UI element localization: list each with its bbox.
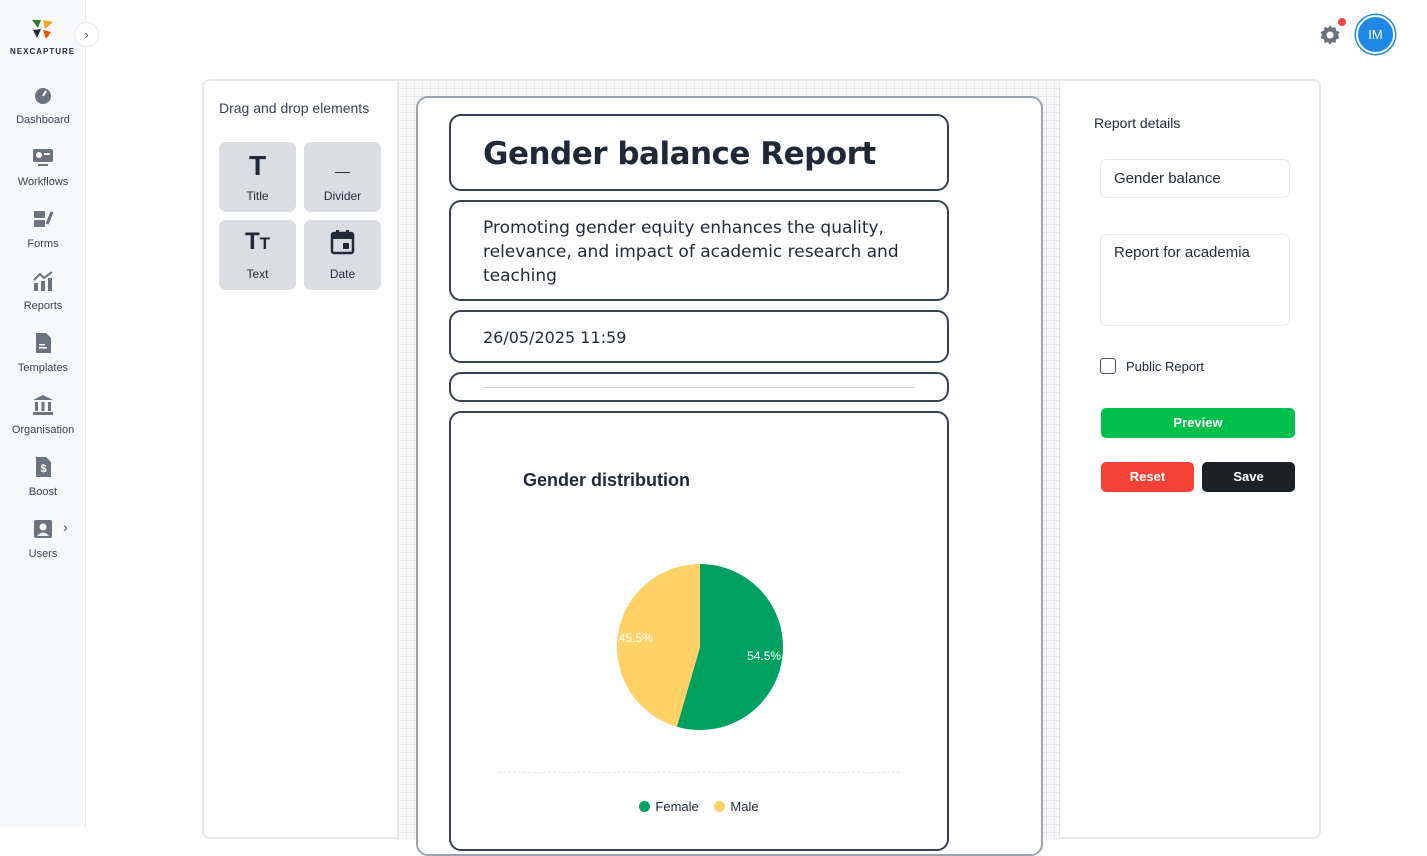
- legend-swatch-female: [639, 801, 651, 812]
- pie-slice-male[interactable]: [617, 564, 700, 727]
- report-date: 26/05/2025 11:59: [483, 328, 627, 347]
- report-description-field[interactable]: Report for academia: [1100, 234, 1290, 326]
- sidebar-item-label: Forms: [27, 238, 59, 250]
- sidebar-item-reports[interactable]: Reports: [0, 270, 86, 312]
- templates-icon: [36, 333, 51, 353]
- date-element-tile[interactable]: Date: [304, 220, 381, 290]
- boost-icon: $: [36, 457, 51, 477]
- chevron-right-icon[interactable]: ›: [63, 519, 68, 535]
- sidebar-item-dashboard[interactable]: Dashboard: [0, 84, 86, 126]
- sidebar-item-label: Reports: [23, 300, 63, 312]
- text-icon: TT: [244, 228, 271, 255]
- public-report-label[interactable]: Public Report: [1126, 359, 1205, 374]
- chart-title: Gender distribution: [523, 470, 691, 490]
- pie-label-female: 54.5%: [747, 649, 781, 663]
- sidebar-item-forms[interactable]: Forms: [0, 208, 86, 250]
- tile-label: Title: [246, 189, 269, 203]
- users-icon: [34, 520, 52, 538]
- reports-icon: [33, 271, 53, 291]
- notification-dot: [1338, 18, 1346, 26]
- sidebar-item-label: Boost: [28, 486, 58, 498]
- legend-label: Male: [730, 799, 759, 814]
- text-element-tile[interactable]: TT Text: [219, 220, 296, 290]
- sidebar-item-label: Organisation: [11, 424, 75, 436]
- legend-label: Female: [655, 799, 699, 814]
- sidebar-item-workflows[interactable]: Workflows: [0, 146, 86, 188]
- sidebar-item-label: Workflows: [17, 176, 69, 188]
- chart-separator: [498, 772, 900, 773]
- legend-item-female[interactable]: Female: [639, 799, 699, 814]
- report-name-field[interactable]: Gender balance: [1100, 159, 1290, 198]
- date-block[interactable]: 26/05/2025 11:59: [449, 310, 949, 363]
- title-block[interactable]: Gender balance Report: [449, 114, 949, 191]
- sidebar-item-label: Templates: [17, 362, 69, 374]
- workflows-icon: [33, 149, 53, 166]
- public-report-checkbox[interactable]: [1100, 358, 1116, 374]
- pie-slice-female[interactable]: [676, 564, 783, 730]
- date-icon: [330, 230, 355, 255]
- pie-label-male: 45.5%: [619, 631, 653, 645]
- report-details-panel: Report details Gender balance Report for…: [1060, 80, 1320, 840]
- chart-legend: Female Male: [451, 799, 947, 814]
- title-icon: T: [248, 150, 267, 181]
- sidebar-item-label: Users: [28, 548, 58, 560]
- save-button[interactable]: Save: [1202, 462, 1295, 492]
- text-block[interactable]: Promoting gender equity enhances the qua…: [449, 200, 949, 301]
- sidebar-item-templates[interactable]: Templates: [0, 332, 86, 374]
- avatar[interactable]: IM: [1356, 15, 1395, 54]
- legend-swatch-male: [714, 801, 726, 812]
- sidebar: NEXCAPTURE › Dashboard Workflows Forms R…: [0, 0, 99, 827]
- gear-icon[interactable]: [1318, 23, 1342, 47]
- sidebar-item-boost[interactable]: $ Boost: [0, 456, 86, 498]
- dashboard-icon: [35, 88, 51, 104]
- reset-button[interactable]: Reset: [1101, 462, 1194, 492]
- divider-line: [483, 387, 915, 388]
- forms-icon: [34, 211, 54, 227]
- legend-item-male[interactable]: Male: [714, 799, 759, 814]
- brand-name: NEXCAPTURE: [10, 47, 76, 56]
- sidebar-item-organisation[interactable]: Organisation: [0, 394, 86, 436]
- sidebar-item-users[interactable]: › Users: [0, 518, 86, 560]
- details-title: Report details: [1094, 115, 1181, 131]
- title-element-tile[interactable]: T Title: [219, 142, 296, 212]
- logo-icon: [32, 20, 53, 39]
- preview-button[interactable]: Preview: [1101, 408, 1295, 438]
- organisation-icon: [33, 395, 53, 415]
- divider-element-tile[interactable]: _ Divider: [304, 142, 381, 212]
- tile-label: Divider: [323, 189, 362, 203]
- chart-block[interactable]: Gender distribution 54.5% 45.5% Female Ma…: [449, 411, 949, 851]
- pie-chart: 54.5% 45.5%: [617, 564, 783, 730]
- tile-label: Date: [329, 267, 356, 281]
- sidebar-expand-button[interactable]: ›: [74, 22, 99, 47]
- element-palette: Drag and drop elements T Title _ Divider…: [203, 80, 397, 840]
- sidebar-item-label: Dashboard: [16, 114, 70, 126]
- tile-label: Text: [246, 267, 269, 281]
- svg-text:$: $: [40, 463, 46, 475]
- report-title: Gender balance Report: [483, 136, 876, 172]
- palette-title: Drag and drop elements: [219, 100, 370, 116]
- brand-logo[interactable]: NEXCAPTURE: [10, 18, 74, 56]
- report-text: Promoting gender equity enhances the qua…: [483, 218, 899, 286]
- divider-block[interactable]: [449, 372, 949, 402]
- divider-icon: _: [335, 146, 350, 176]
